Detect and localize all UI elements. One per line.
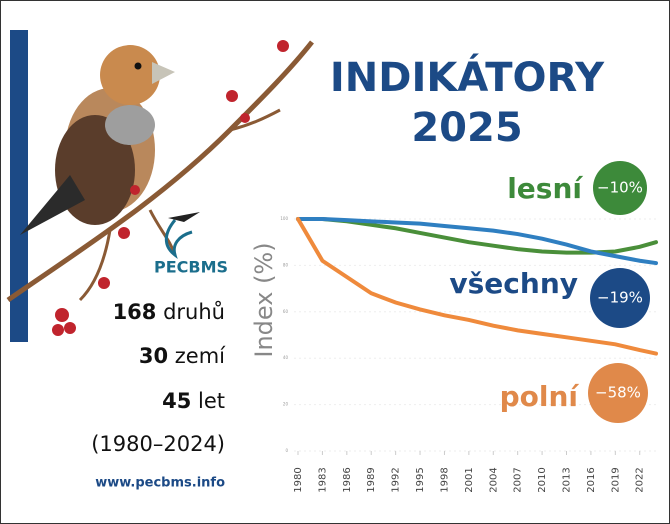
- x-tick-label: 2019: [610, 467, 621, 492]
- x-tick-label: 2022: [635, 467, 646, 492]
- x-tick-label: 1983: [317, 467, 328, 492]
- x-tick-label: 2010: [537, 467, 548, 492]
- change-label: −19%: [597, 289, 643, 307]
- x-tick-label: 1998: [439, 467, 450, 492]
- stat-number: 30: [139, 344, 168, 368]
- stat: 168 druhů: [113, 300, 225, 324]
- y-axis-label: Index (%): [250, 242, 278, 357]
- logo-text: PECBMS: [154, 258, 228, 277]
- stat: 45 let: [162, 389, 225, 413]
- period: (1980–2024): [91, 432, 225, 456]
- year: 2025: [411, 105, 522, 151]
- stat-number: 45: [162, 389, 191, 413]
- infographic: PECBMS INDIKÁTORY 2025 (1980–2024) www.p…: [0, 0, 670, 524]
- x-tick-label: 1989: [366, 467, 377, 492]
- stat-number: 168: [113, 300, 157, 324]
- stat-space: [191, 389, 198, 413]
- stat-label: zemí: [175, 344, 226, 368]
- stat: 30 zemí: [139, 344, 226, 368]
- y-tick-label: 100: [280, 216, 288, 221]
- x-tick-label: 2013: [562, 467, 573, 492]
- change-label: −58%: [595, 384, 641, 402]
- y-tick-label: 20: [283, 402, 289, 407]
- y-tick-label: 80: [283, 262, 289, 267]
- x-tick-label: 1992: [391, 467, 402, 492]
- x-tick-label: 2016: [586, 467, 597, 492]
- series-label: polní: [500, 380, 580, 413]
- title: INDIKÁTORY: [330, 53, 605, 101]
- x-tick-label: 2001: [464, 467, 475, 492]
- stat-space: [156, 300, 163, 324]
- change-label: −10%: [597, 179, 643, 197]
- stat-space: [168, 344, 175, 368]
- stat-label: let: [198, 389, 225, 413]
- url[interactable]: www.pecbms.info: [95, 476, 225, 491]
- x-tick-label: 2004: [488, 467, 499, 492]
- y-tick-label: 40: [283, 355, 289, 360]
- stat-label: druhů: [163, 300, 225, 324]
- x-tick-label: 2007: [513, 467, 524, 492]
- x-tick-label: 1995: [415, 467, 426, 492]
- x-tick-label: 1986: [342, 467, 353, 492]
- x-tick-label: 1980: [293, 467, 304, 492]
- y-tick-label: 60: [283, 309, 289, 314]
- series-label: lesní: [507, 172, 583, 205]
- series-label: všechny: [449, 267, 578, 300]
